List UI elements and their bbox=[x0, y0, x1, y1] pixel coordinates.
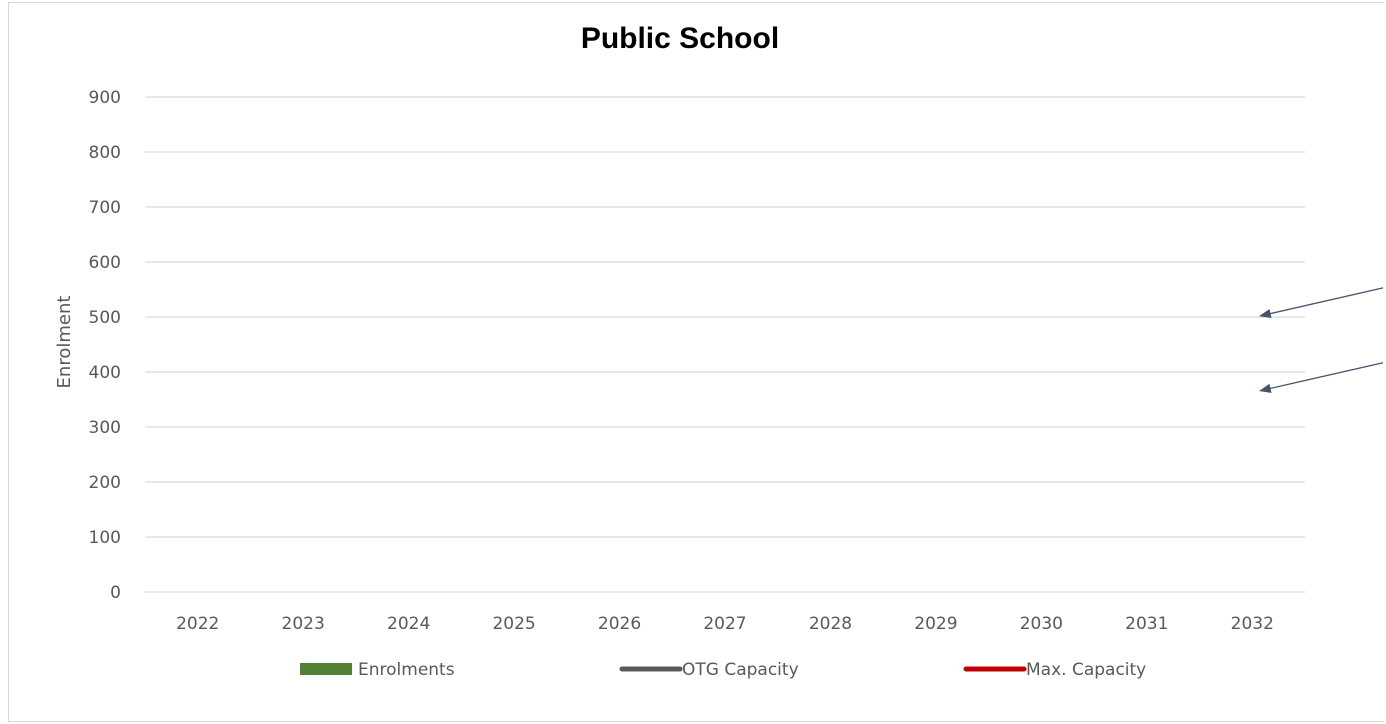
x-tick-label: 2030 bbox=[1020, 614, 1063, 634]
legend-label-enrolments: Enrolments bbox=[358, 660, 455, 680]
chart-frame bbox=[8, 2, 1384, 722]
series-group bbox=[194, 312, 1256, 394]
y-tick-label: 700 bbox=[89, 198, 121, 218]
gridlines bbox=[145, 96, 1305, 593]
annotation-arrow-otg-capacity bbox=[1259, 362, 1384, 393]
x-tick-label: 2026 bbox=[598, 614, 641, 634]
y-tick-label: 500 bbox=[89, 308, 121, 328]
y-tick-label: 0 bbox=[110, 583, 121, 603]
legend-label-max-capacity: Max. Capacity bbox=[1026, 660, 1146, 680]
y-tick-label: 300 bbox=[89, 418, 121, 438]
x-tick-label: 2022 bbox=[176, 614, 219, 634]
x-tick-label: 2029 bbox=[914, 614, 957, 634]
y-tick-label: 900 bbox=[89, 88, 121, 108]
x-axis: 2022 2023 2024 2025 2026 2027 2028 2029 2030 2031… bbox=[176, 614, 1274, 634]
legend-label-otg-capacity: OTG Capacity bbox=[682, 660, 799, 680]
x-tick-label: 2032 bbox=[1231, 614, 1274, 634]
y-tick-label: 400 bbox=[89, 363, 121, 383]
chart-title: Public School bbox=[580, 22, 780, 55]
annotation-arrow-max-capacity bbox=[1259, 287, 1384, 319]
legend: Enrolments OTG Capacity Max. Capacity bbox=[300, 660, 1146, 680]
x-tick-label: 2031 bbox=[1125, 614, 1168, 634]
x-tick-label: 2027 bbox=[703, 614, 746, 634]
x-tick-label: 2024 bbox=[387, 614, 430, 634]
annotations bbox=[1259, 287, 1384, 393]
legend-swatch-enrolments bbox=[300, 663, 352, 675]
x-tick-label: 2023 bbox=[282, 614, 325, 634]
x-tick-label: 2025 bbox=[492, 614, 535, 634]
x-tick-label: 2028 bbox=[809, 614, 852, 634]
y-tick-label: 800 bbox=[89, 143, 121, 163]
y-axis-label: Enrolment bbox=[54, 296, 75, 389]
y-tick-label: 200 bbox=[89, 473, 121, 493]
y-tick-label: 100 bbox=[89, 528, 121, 548]
y-tick-label: 600 bbox=[89, 253, 121, 273]
y-axis: 0 100 200 300 400 500 600 700 800 900 bbox=[89, 88, 121, 603]
